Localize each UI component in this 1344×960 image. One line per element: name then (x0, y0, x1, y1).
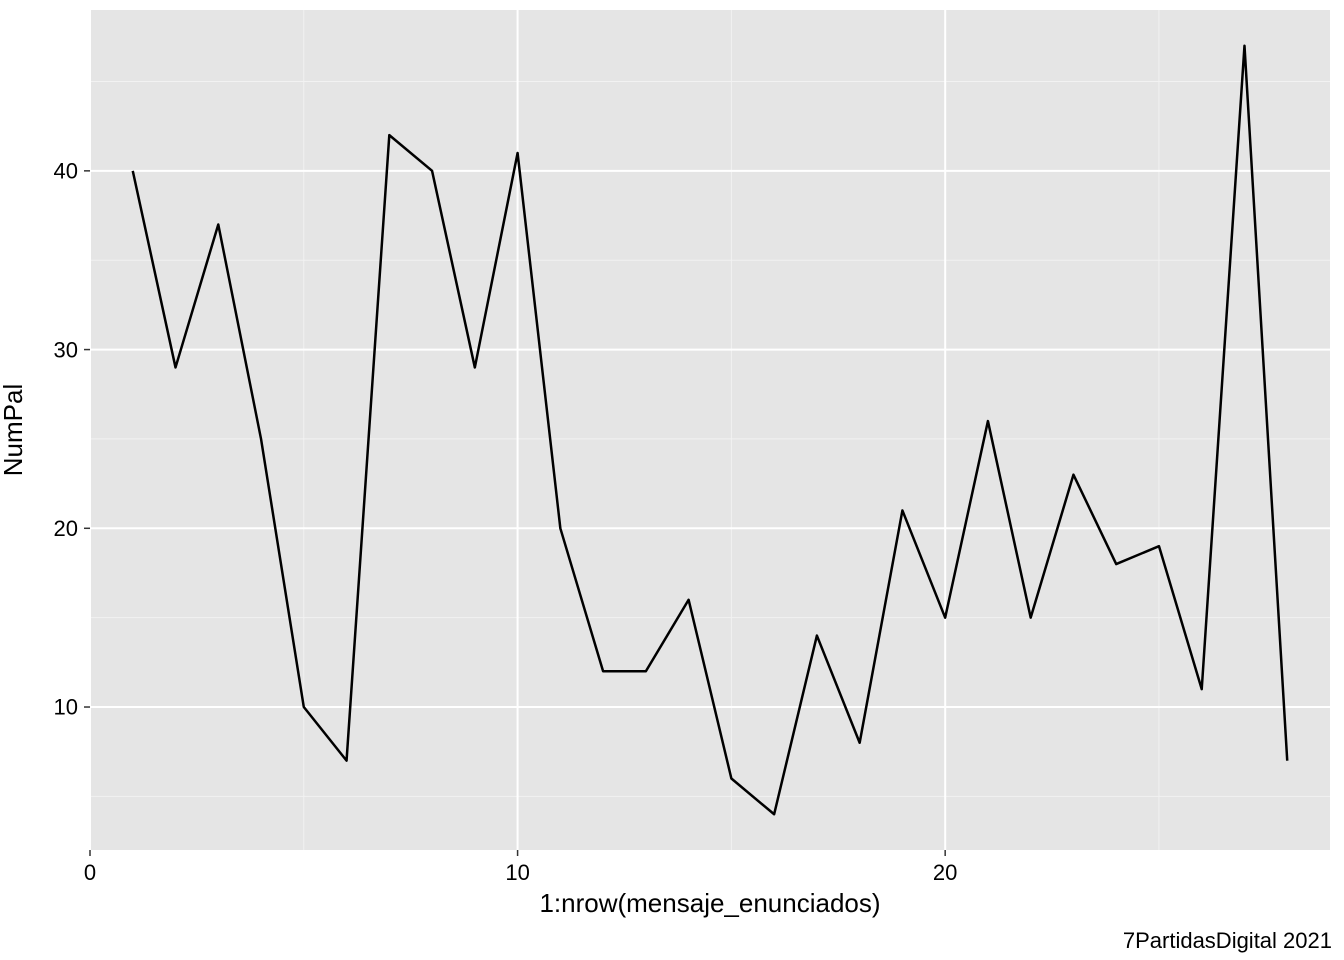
y-tick-label: 20 (54, 516, 78, 541)
chart-caption: 7PartidasDigital 2021 (1123, 928, 1332, 953)
chart-container: 0 10 20 10 20 30 40 1:nrow(mensaje_enunciados) N… (0, 0, 1344, 960)
line-chart: 0 10 20 10 20 30 40 1:nrow(mensaje_enunciados) N… (0, 0, 1344, 960)
y-tick-label: 30 (54, 337, 78, 362)
x-axis-title: 1:nrow(mensaje_enunciados) (539, 888, 880, 918)
plot-panel (90, 10, 1330, 850)
x-tick-label: 20 (933, 860, 957, 885)
y-axis-title: NumPal (0, 384, 28, 476)
x-tick-label: 10 (505, 860, 529, 885)
x-tick-label: 0 (84, 860, 96, 885)
y-tick-label: 10 (54, 695, 78, 720)
y-tick-label: 40 (54, 159, 78, 184)
